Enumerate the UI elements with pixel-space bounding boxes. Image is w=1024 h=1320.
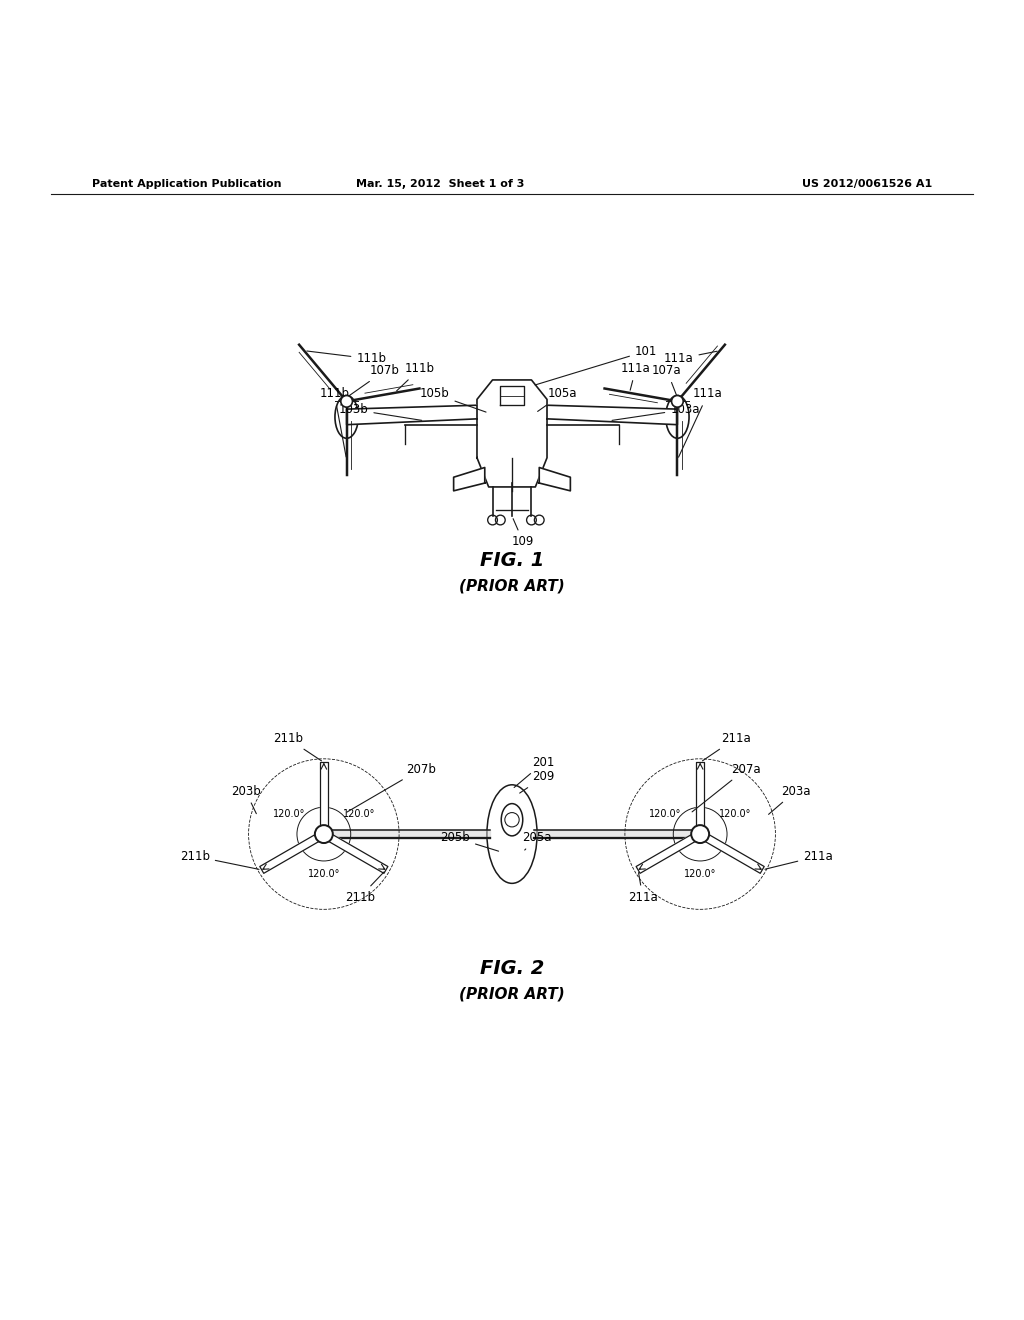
Text: 109: 109: [512, 519, 535, 548]
Text: 203a: 203a: [769, 784, 810, 814]
Text: 111b: 111b: [396, 362, 435, 391]
Circle shape: [691, 825, 709, 843]
Polygon shape: [547, 405, 678, 425]
Text: 207b: 207b: [347, 763, 435, 812]
Text: 203b: 203b: [230, 784, 260, 813]
Text: 111b: 111b: [307, 351, 386, 366]
Text: 103a: 103a: [612, 403, 699, 420]
Text: 103b: 103b: [339, 403, 422, 420]
Text: 211b: 211b: [180, 850, 259, 870]
Polygon shape: [698, 830, 764, 874]
Text: 211b: 211b: [272, 731, 322, 760]
Text: 107b: 107b: [349, 364, 399, 396]
Text: 211a: 211a: [765, 850, 833, 870]
Text: 105a: 105a: [538, 388, 578, 412]
Text: Mar. 15, 2012  Sheet 1 of 3: Mar. 15, 2012 Sheet 1 of 3: [356, 178, 524, 189]
Text: (PRIOR ART): (PRIOR ART): [459, 986, 565, 1002]
Text: 205b: 205b: [440, 832, 499, 851]
Text: (PRIOR ART): (PRIOR ART): [459, 579, 565, 594]
Text: 120.0°: 120.0°: [343, 809, 375, 818]
Text: 120.0°: 120.0°: [649, 809, 681, 818]
Text: 111a: 111a: [664, 351, 717, 366]
Text: 120.0°: 120.0°: [307, 870, 340, 879]
Text: 120.0°: 120.0°: [684, 870, 717, 879]
Text: 105b: 105b: [420, 388, 486, 412]
Polygon shape: [260, 830, 326, 874]
Text: 201: 201: [514, 756, 555, 788]
Text: 101: 101: [536, 345, 657, 385]
Text: 207a: 207a: [692, 763, 761, 812]
Polygon shape: [540, 467, 570, 491]
Text: 205a: 205a: [522, 832, 552, 850]
Text: 209: 209: [519, 771, 555, 793]
Polygon shape: [696, 763, 705, 834]
Text: 111a: 111a: [679, 388, 723, 457]
Polygon shape: [346, 405, 477, 425]
Polygon shape: [322, 830, 388, 874]
Circle shape: [341, 396, 352, 407]
Text: 211a: 211a: [702, 731, 751, 760]
Text: 111a: 111a: [621, 362, 650, 391]
Text: Patent Application Publication: Patent Application Publication: [92, 178, 282, 189]
Polygon shape: [454, 467, 484, 491]
Text: FIG. 1: FIG. 1: [480, 552, 544, 570]
Polygon shape: [636, 830, 702, 874]
Text: 120.0°: 120.0°: [272, 809, 305, 818]
Text: US 2012/0061526 A1: US 2012/0061526 A1: [802, 178, 932, 189]
Text: 211b: 211b: [345, 873, 384, 904]
Circle shape: [315, 825, 333, 843]
Polygon shape: [319, 763, 328, 834]
Text: 211a: 211a: [628, 873, 657, 904]
Circle shape: [672, 396, 683, 407]
Text: 120.0°: 120.0°: [719, 809, 752, 818]
Text: 111b: 111b: [319, 388, 349, 457]
Text: FIG. 2: FIG. 2: [480, 958, 544, 978]
Text: 107a: 107a: [652, 364, 682, 395]
